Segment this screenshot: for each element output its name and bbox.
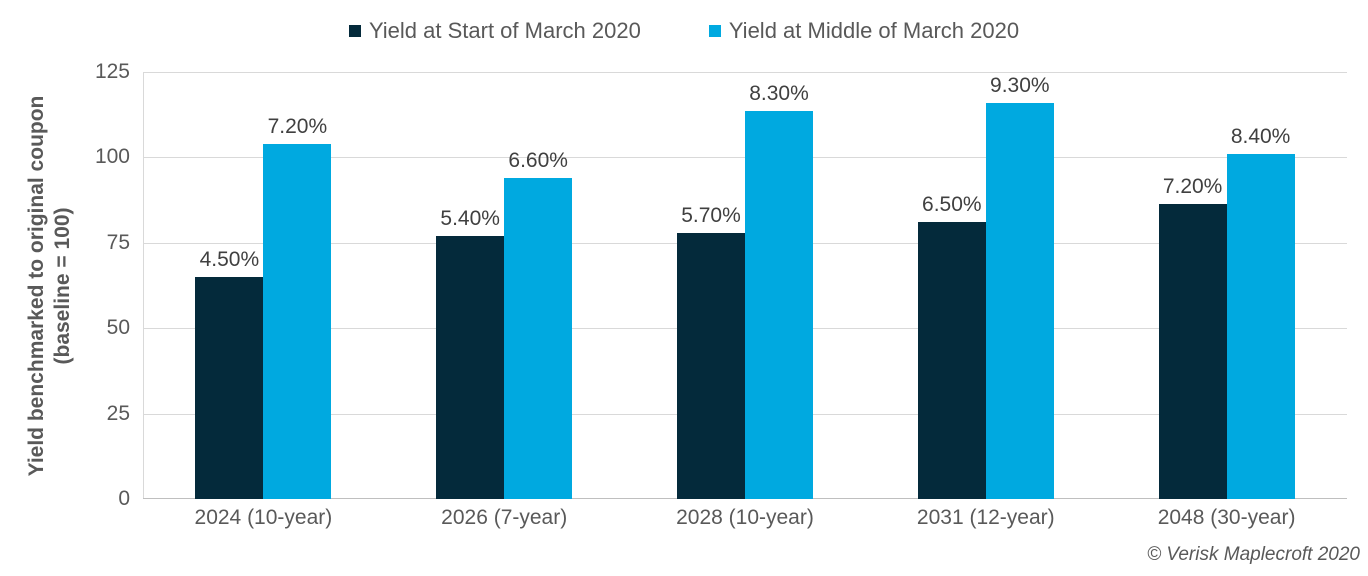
x-axis-labels: 2024 (10-year) 2026 (7-year) 2028 (10-year… [143, 505, 1347, 535]
bar-start-2024 [195, 276, 264, 499]
bar-middle-2031 [985, 102, 1054, 499]
legend-swatch-middle-of-march [708, 25, 721, 37]
bar-label-start-2026: 5.40% [440, 206, 500, 230]
y-tick-label-50: 50 [106, 316, 130, 340]
legend-item-start-of-march: Yield at Start of March 2020 [348, 18, 641, 44]
bar-middle-2026 [504, 177, 573, 499]
bar-label-middle-2031: 9.30% [990, 73, 1050, 97]
legend: Yield at Start of March 2020 Yield at Mi… [0, 18, 1368, 44]
x-axis-label-2031: 2031 (12-year) [916, 506, 1055, 529]
bar-start-2026 [436, 235, 505, 499]
bar-label-middle-2024: 7.20% [267, 114, 328, 138]
bar-label-start-2024: 4.50% [199, 247, 260, 271]
x-axis-label-2028: 2028 (10-year) [676, 506, 814, 529]
legend-label-start-of-march: Yield at Start of March 2020 [368, 18, 641, 43]
x-axis-label-2048: 2048 (30-year) [1157, 506, 1296, 529]
bar-start-2048 [1158, 203, 1227, 499]
bar-start-2031 [917, 222, 986, 499]
y-axis-line [143, 72, 144, 499]
legend-item-middle-of-march: Yield at Middle of March 2020 [708, 18, 1020, 44]
bar-label-start-2028: 5.70% [681, 203, 741, 227]
x-axis-label-2024: 2024 (10-year) [194, 506, 333, 529]
bar-middle-2024 [263, 143, 332, 499]
bar-middle-2048 [1226, 153, 1295, 499]
y-tick-label-75: 75 [106, 230, 130, 254]
y-tick-label-0: 0 [118, 487, 130, 510]
bar-middle-2028 [745, 111, 813, 499]
y-tick-label-25: 25 [106, 401, 130, 425]
copyright-credit: © Verisk Maplecroft 2020 [1147, 544, 1360, 565]
legend-swatch-start-of-march [348, 25, 361, 37]
bar-label-middle-2048: 8.40% [1230, 124, 1291, 148]
plot-area: 4.50% 7.20% 5.40% 6.60% 5.70% 8.30% 6.50% 9.30%… [143, 72, 1347, 499]
x-axis-label-2026: 2026 (7-year) [441, 506, 568, 529]
bar-label-middle-2028: 8.30% [749, 82, 809, 106]
bar-label-middle-2026: 6.60% [508, 148, 568, 172]
legend-label-middle-of-march: Yield at Middle of March 2020 [728, 18, 1020, 43]
bar-label-start-2031: 6.50% [922, 193, 982, 217]
bar-start-2028 [677, 232, 745, 499]
y-tick-label-100: 100 [94, 145, 130, 169]
y-tick-label-125: 125 [94, 60, 130, 83]
y-axis-ticks: 0 25 50 75 100 125 [0, 60, 130, 510]
gridline-125 [143, 72, 1347, 73]
bar-label-start-2048: 7.20% [1162, 174, 1223, 198]
